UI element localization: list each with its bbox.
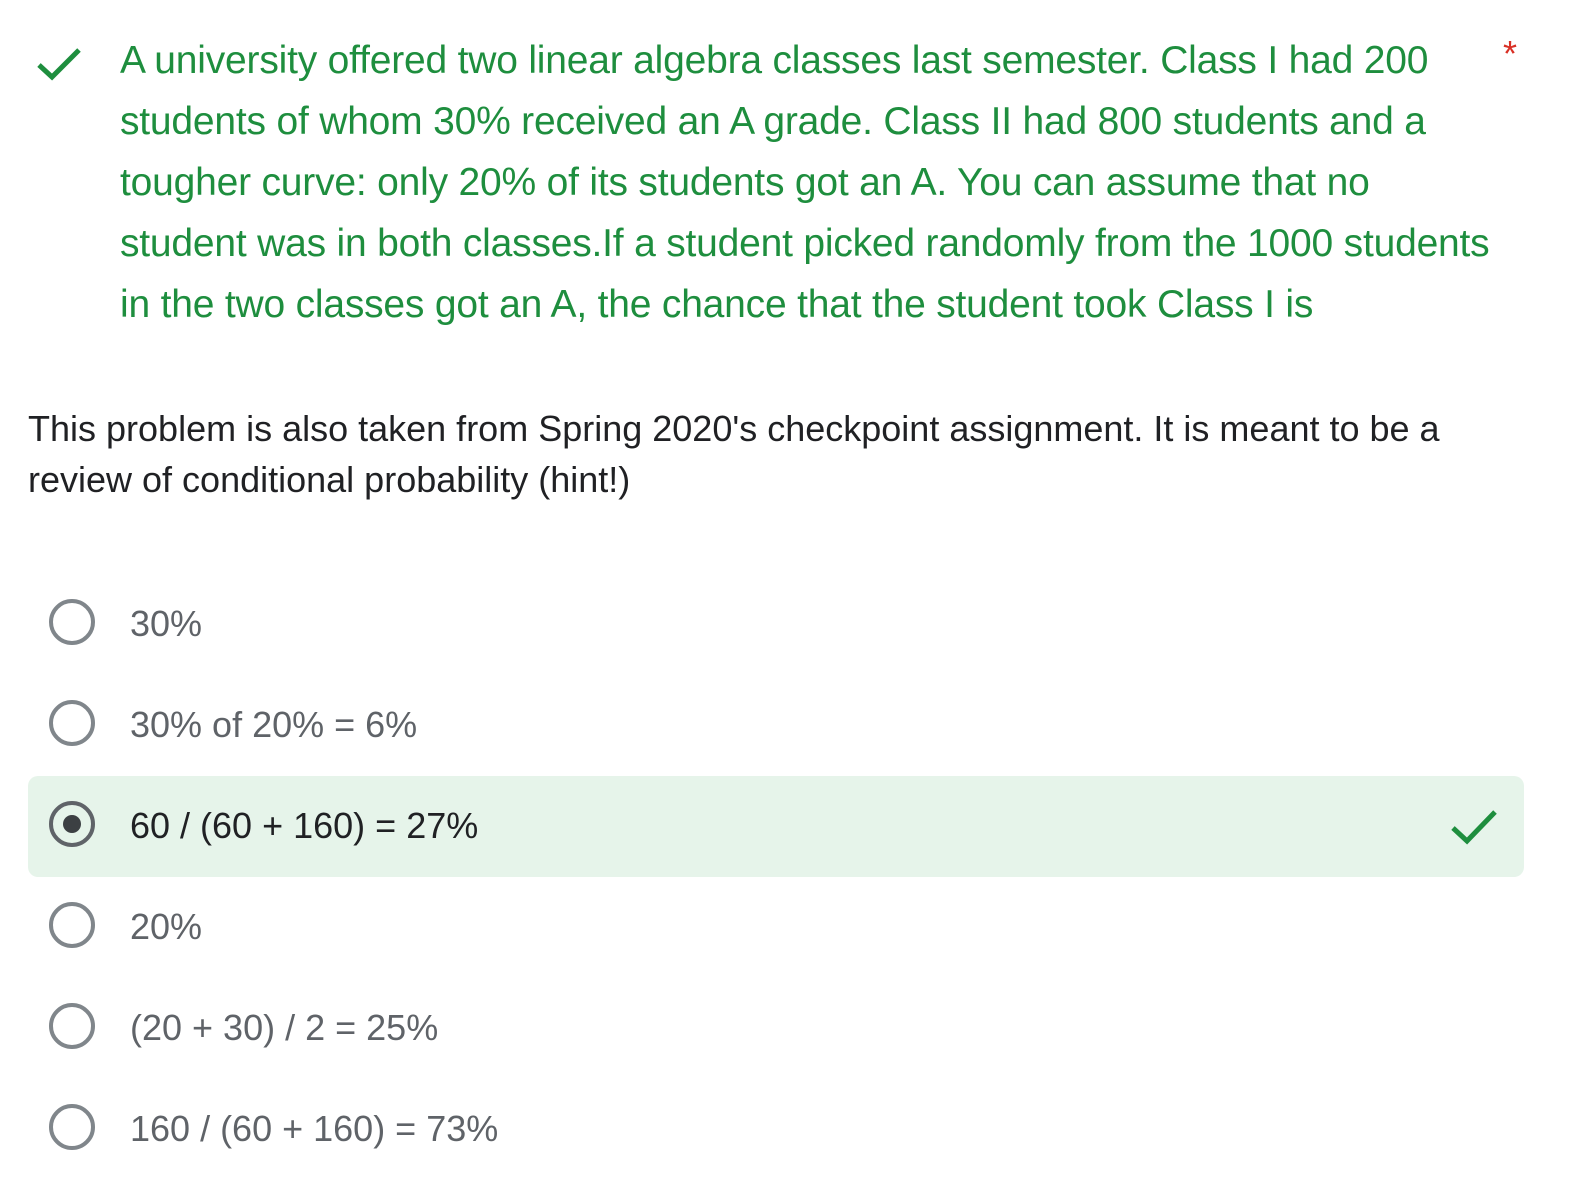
option-0[interactable]: 30% xyxy=(28,574,1524,675)
option-3[interactable]: 20% xyxy=(28,877,1524,978)
option-label: 160 / (60 + 160) = 73% xyxy=(130,1108,499,1149)
radio-button[interactable] xyxy=(49,1104,95,1150)
radio-button[interactable] xyxy=(49,599,95,645)
check-icon xyxy=(37,48,81,81)
radio-button[interactable] xyxy=(49,1003,95,1049)
question-text: A university offered two linear algebra … xyxy=(120,39,1490,326)
radio-dot xyxy=(63,815,81,833)
option-5[interactable]: 160 / (60 + 160) = 73% xyxy=(28,1079,1524,1180)
option-label: 30% of 20% = 6% xyxy=(130,704,418,745)
radio-button[interactable] xyxy=(49,902,95,948)
required-asterisk: * xyxy=(1503,33,1518,74)
option-2[interactable]: 60 / (60 + 160) = 27% xyxy=(28,776,1524,877)
radio-button-selected[interactable] xyxy=(49,801,95,847)
option-4[interactable]: (20 + 30) / 2 = 25% xyxy=(28,978,1524,1079)
option-label: 20% xyxy=(130,906,203,947)
option-label: 30% xyxy=(130,603,203,644)
option-1[interactable]: 30% of 20% = 6% xyxy=(28,675,1524,776)
option-label: (20 + 30) / 2 = 25% xyxy=(130,1007,439,1048)
radio-button[interactable] xyxy=(49,700,95,746)
correct-check-icon xyxy=(1451,810,1497,845)
question-description: This problem is also taken from Spring 2… xyxy=(28,408,1440,500)
option-label: 60 / (60 + 160) = 27% xyxy=(130,805,479,846)
answer-options: 30% 30% of 20% = 6% 60 / (60 + 160) = 27… xyxy=(28,574,1524,1180)
